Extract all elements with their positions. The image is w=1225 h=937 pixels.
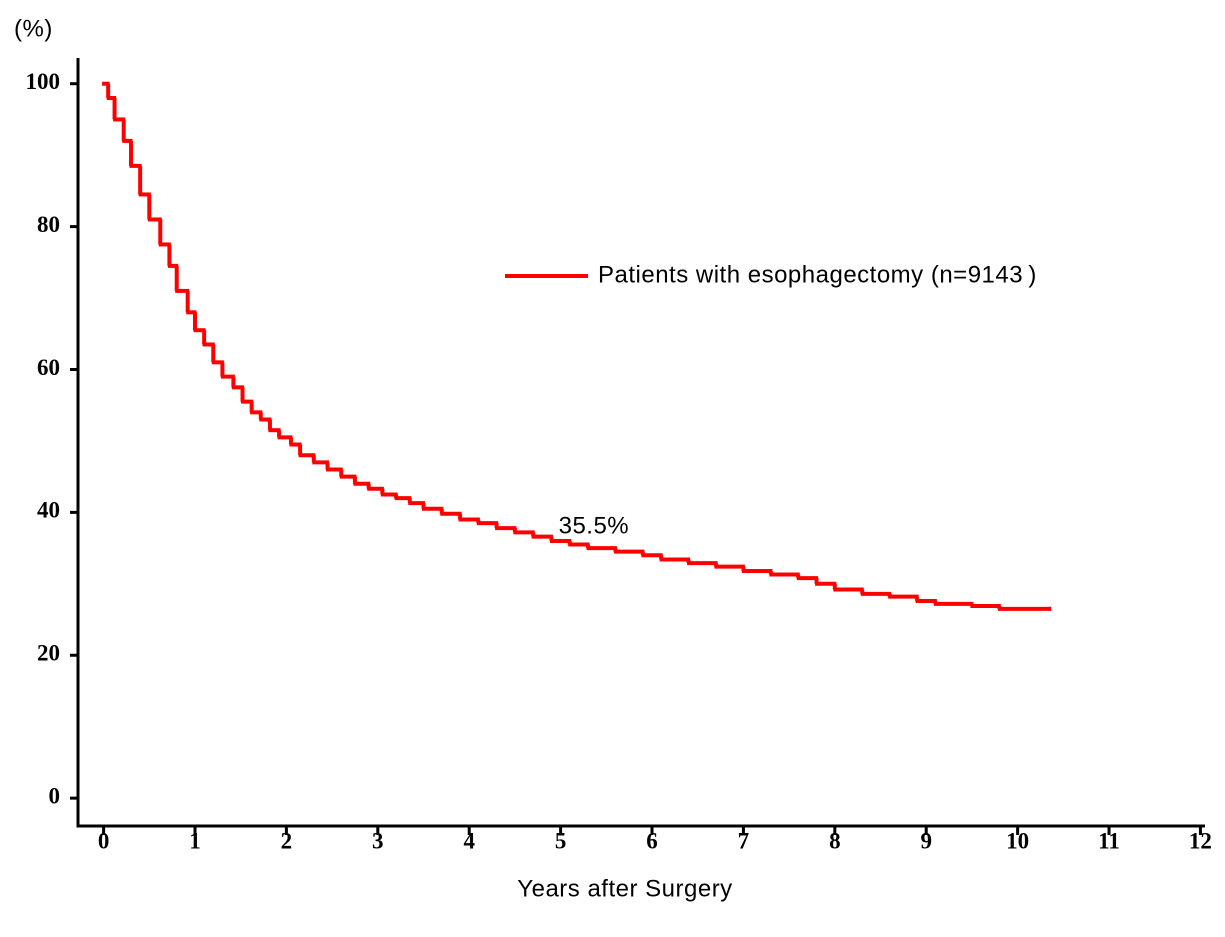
x-tick-label: 11 [1098,828,1120,853]
y-axis-label: (%) [14,15,53,42]
x-tick-label: 10 [1006,828,1029,853]
y-tick-label: 80 [37,212,60,237]
x-tick-label: 5 [555,828,567,853]
x-tick-label: 0 [98,828,110,853]
x-tick-label: 8 [829,828,841,853]
x-tick-label: 7 [738,828,750,853]
x-tick-label: 1 [189,828,201,853]
x-tick-label: 12 [1189,828,1212,853]
y-tick-label: 20 [37,641,60,666]
y-tick-label: 60 [37,355,60,380]
annotation: 35.5% [559,512,630,539]
x-tick-label: 9 [920,828,932,853]
x-tick-label: 3 [372,828,384,853]
y-tick-label: 100 [26,69,61,94]
x-tick-label: 2 [281,828,293,853]
legend-label: Patients with esophagectomy (n=9143 ) [598,261,1037,288]
y-tick-label: 40 [37,498,60,523]
y-tick-label: 0 [49,783,61,808]
x-tick-label: 4 [463,828,475,853]
x-axis-label: Years after Surgery [517,875,732,902]
x-tick-label: 6 [646,828,658,853]
